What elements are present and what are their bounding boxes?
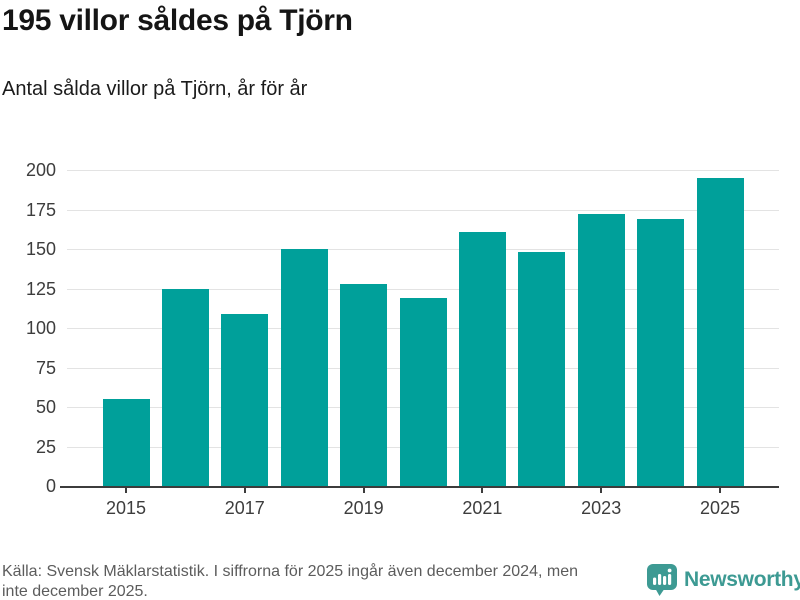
x-axis-label-2025: 2025 [699,498,741,518]
x-axis-label-2023: 2023 [581,498,622,518]
x-axis-tick-2015 [125,487,127,493]
bar-2017 [221,313,269,486]
y-axis-label: 100 [25,318,56,338]
bar-2025 [696,177,744,486]
x-axis-label-2017: 2017 [224,498,265,518]
x-axis-label-2015: 2015 [105,498,147,518]
source-note: Källa: Svensk Mäklarstatistik. I siffror… [2,562,642,600]
gridline-175 [67,209,779,211]
gridline-150 [67,249,779,250]
x-axis-line [60,485,779,488]
gridline-125 [67,288,779,290]
bar-2024 [637,218,685,486]
newsworthy-logo[interactable]: Newsworthy [646,563,800,597]
x-axis-tick-2023 [600,487,603,493]
bar-2020 [399,297,447,486]
y-axis-label: 200 [25,160,56,180]
x-axis-tick-2025 [719,487,721,493]
x-axis-tick-2017 [243,487,246,493]
y-axis-label: 50 [35,397,56,417]
y-axis-label: 75 [35,357,56,378]
bar-2016 [161,288,209,486]
y-axis-label: 125 [25,278,56,299]
bar-2022 [518,252,566,486]
y-axis-label: 150 [25,239,56,259]
bar-2019 [340,283,388,486]
x-axis-label-2021: 2021 [462,498,503,518]
gridline-200 [67,170,779,171]
newsworthy-bubble-chart-icon [646,563,678,597]
bar-2023 [577,214,625,486]
x-axis-label-2019: 2019 [343,498,384,518]
bar-2018 [280,249,328,486]
y-axis-label: 175 [25,199,56,220]
newsworthy-wordmark: Newsworthy [684,568,800,591]
chart-title: 195 villor såldes på Tjörn [2,4,353,37]
x-axis-tick-2019 [362,487,365,493]
y-axis-label: 0 [45,476,56,496]
source-line-2: inte december 2025. [2,583,148,600]
bar-2021 [458,231,506,486]
source-line-1: Källa: Svensk Mäklarstatistik. I siffror… [2,563,578,580]
bar-2015 [102,399,150,486]
y-axis-label: 25 [35,436,56,457]
chart-subtitle: Antal sålda villor på Tjörn, år för år [2,78,308,100]
x-axis-tick-2021 [481,487,484,493]
